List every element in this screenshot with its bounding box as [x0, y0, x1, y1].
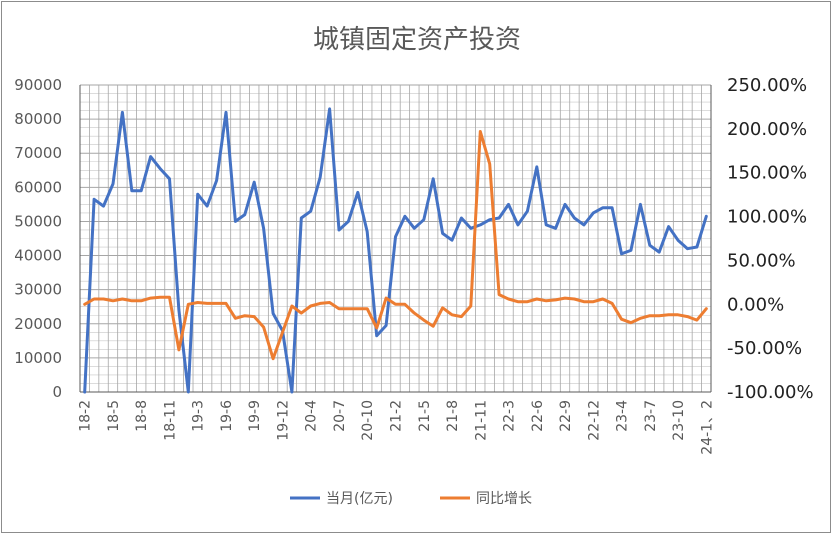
y2-tick-label: -100.00% [727, 382, 814, 403]
x-tick-label: 23-7 [643, 400, 659, 432]
x-tick-label: 22-12 [586, 400, 602, 441]
series-layer [83, 107, 708, 394]
x-tick-label: 20-10 [360, 400, 376, 441]
x-tick-label: 18-2 [78, 400, 94, 432]
x-tick-label: 18-8 [134, 400, 150, 432]
y-tick-label: 0 [52, 383, 62, 401]
y2-tick-label: -50.00% [727, 338, 802, 359]
axes: 0 10000 20000 30000 40000 50000 60000 70000 8000… [14, 75, 813, 455]
legend-label-monthly: 当月(亿元) [326, 491, 393, 507]
x-tick-label: 20-4 [304, 400, 320, 432]
chart-title: 城镇固定资产投资 [313, 25, 521, 55]
y-tick-label: 10000 [14, 349, 62, 367]
y-tick-label: 90000 [14, 76, 62, 94]
x-tick-label: 21-2 [389, 400, 405, 432]
x-tick-label: 19-3 [191, 400, 207, 432]
x-tick-label: 19-6 [219, 400, 235, 432]
x-tick-label: 19-12 [275, 400, 291, 441]
y2-tick-label: 250.00% [727, 75, 807, 96]
y-tick-label: 60000 [14, 178, 62, 196]
x-tick-label: 24-1、2 [699, 400, 715, 455]
x-tick-label: 18-5 [106, 400, 122, 432]
y2-tick-label: 100.00% [727, 207, 807, 228]
x-tick-label: 23-4 [615, 400, 631, 432]
legend: 当月(亿元) 同比增长 [290, 491, 532, 507]
y-tick-label: 40000 [14, 247, 62, 265]
x-tick-label: 21-11 [473, 400, 489, 441]
x-tick-label: 22-6 [530, 400, 546, 432]
y-tick-label: 50000 [14, 212, 62, 230]
y-tick-label: 80000 [14, 110, 62, 128]
y2-tick-label: 50.00% [727, 250, 796, 271]
y-tick-label: 70000 [14, 144, 62, 162]
x-tick-label: 21-5 [417, 400, 433, 432]
x-tick-label: 20-7 [332, 400, 348, 432]
y2-tick-label: 150.00% [727, 163, 807, 184]
y-tick-label: 30000 [14, 281, 62, 299]
legend-label-yoy: 同比增长 [476, 491, 532, 507]
y2-tick-label: 200.00% [727, 119, 807, 140]
x-tick-label: 19-9 [247, 400, 263, 432]
x-tick-label: 18-11 [162, 400, 178, 441]
x-tick-label: 23-10 [671, 400, 687, 441]
y2-tick-label: 0.00% [727, 294, 784, 315]
x-tick-label: 22-3 [502, 400, 518, 432]
x-tick-label: 22-9 [558, 400, 574, 432]
x-tick-label: 21-8 [445, 400, 461, 432]
y-tick-label: 20000 [14, 315, 62, 333]
